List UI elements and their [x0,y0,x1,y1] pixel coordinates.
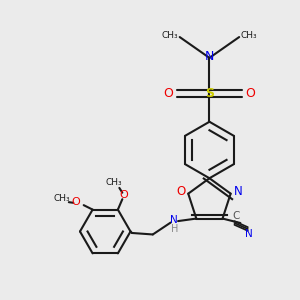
Text: N: N [170,215,178,225]
Text: N: N [245,229,253,239]
Text: CH₃: CH₃ [54,194,70,203]
Text: C: C [232,212,240,221]
Text: S: S [205,87,214,100]
Text: CH₃: CH₃ [241,31,257,40]
Text: CH₃: CH₃ [105,178,122,187]
Text: N: N [205,50,214,63]
Text: N: N [234,185,242,198]
Text: O: O [245,87,255,100]
Text: O: O [164,87,173,100]
Text: O: O [176,185,185,198]
Text: CH₃: CH₃ [162,31,178,40]
Text: O: O [71,197,80,207]
Text: H: H [170,224,178,234]
Text: O: O [119,190,128,200]
